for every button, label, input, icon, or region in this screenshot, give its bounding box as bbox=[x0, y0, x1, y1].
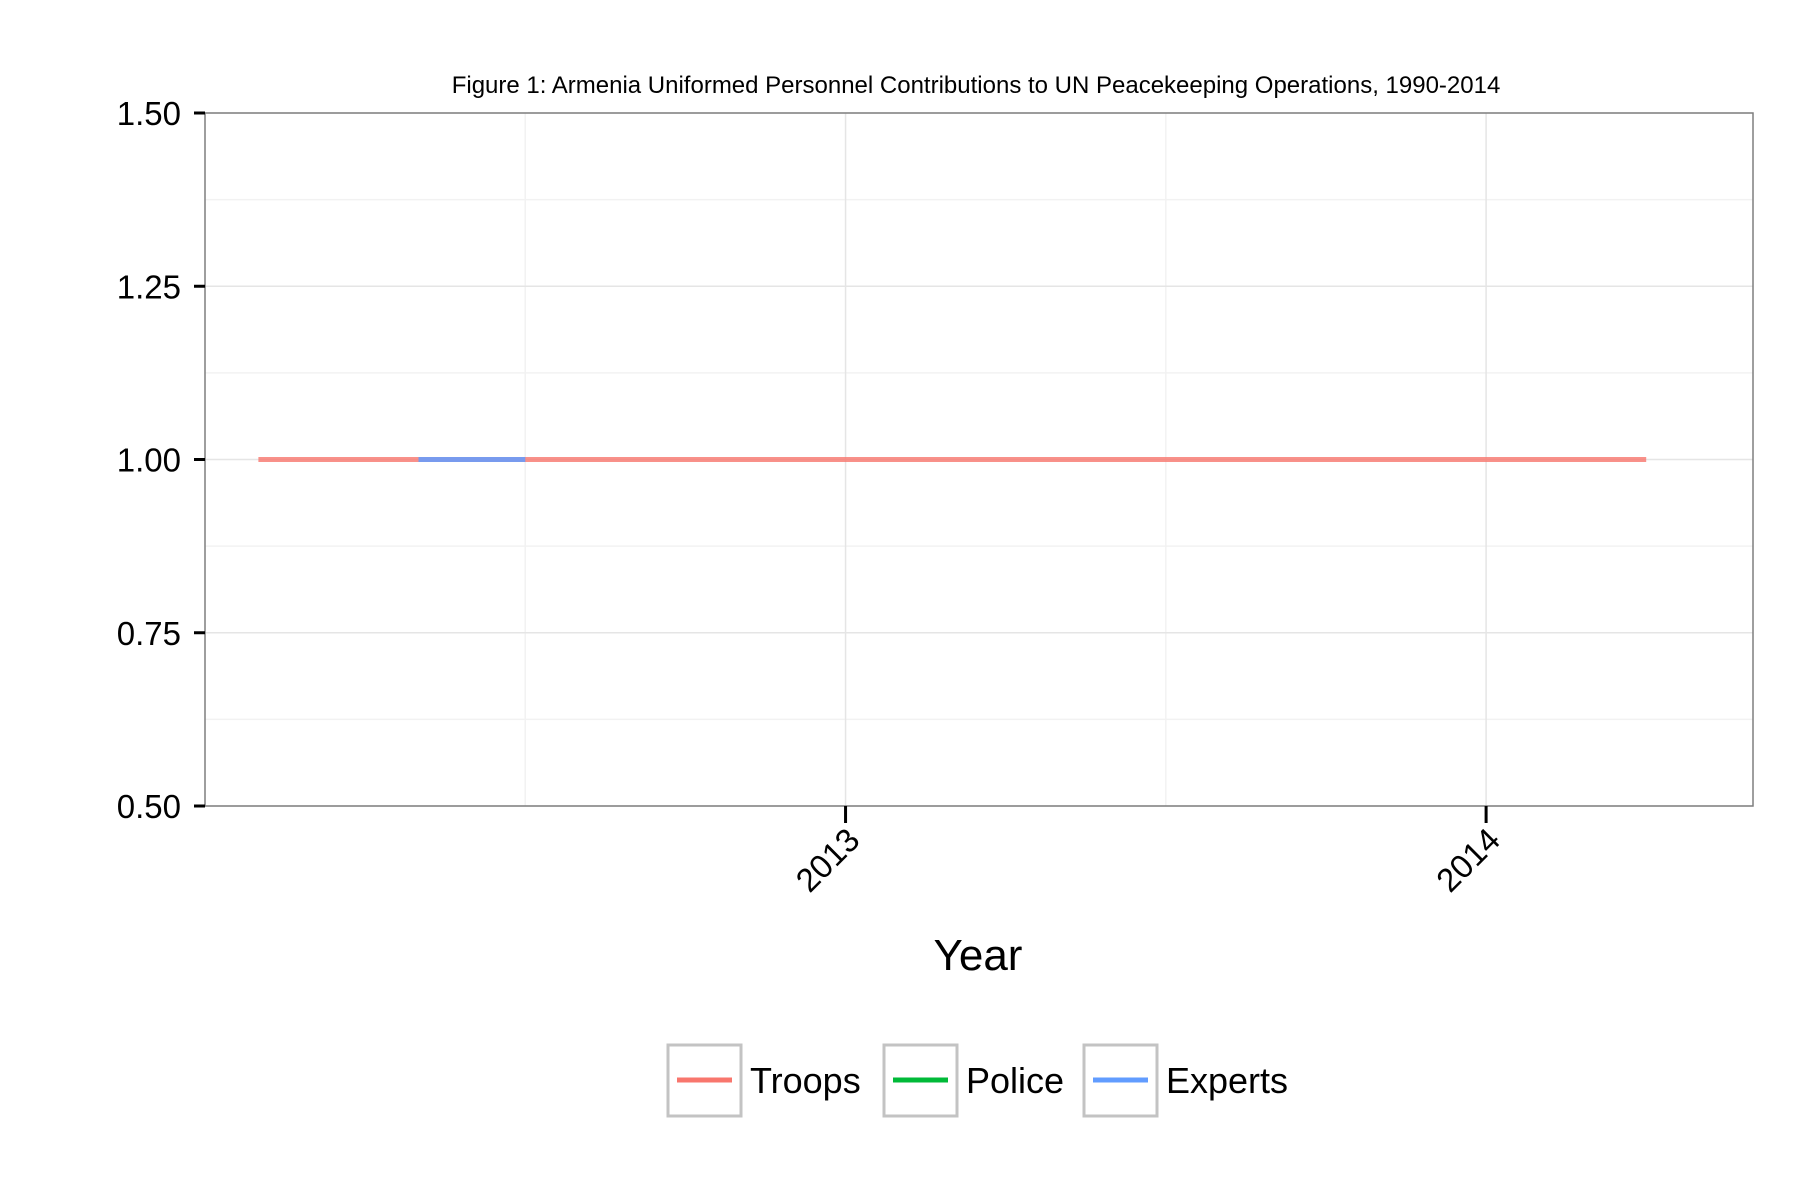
y-tick-label: 1.00 bbox=[117, 442, 181, 479]
y-tick-label: 0.50 bbox=[117, 788, 181, 825]
legend: Troops Police Experts bbox=[666, 1043, 1288, 1118]
y-tick-label: 0.75 bbox=[117, 615, 181, 652]
x-tick-label: 2013 bbox=[788, 821, 866, 899]
x-axis: 2013 2014 bbox=[788, 806, 1507, 899]
legend-item-experts: Experts bbox=[1082, 1043, 1288, 1118]
x-axis-title: Year bbox=[934, 931, 1023, 980]
x-tick-label: 2014 bbox=[1429, 821, 1507, 899]
legend-label: Police bbox=[966, 1060, 1064, 1101]
legend-item-police: Police bbox=[882, 1043, 1064, 1118]
legend-item-troops: Troops bbox=[666, 1043, 861, 1118]
legend-label: Troops bbox=[750, 1060, 861, 1101]
legend-label: Experts bbox=[1166, 1060, 1288, 1101]
y-axis: 0.50 0.75 1.00 1.25 1.50 bbox=[117, 95, 205, 825]
y-tick-label: 1.50 bbox=[117, 95, 181, 132]
y-tick-label: 1.25 bbox=[117, 268, 181, 305]
chart-title: Figure 1: Armenia Uniformed Personnel Co… bbox=[452, 72, 1501, 99]
